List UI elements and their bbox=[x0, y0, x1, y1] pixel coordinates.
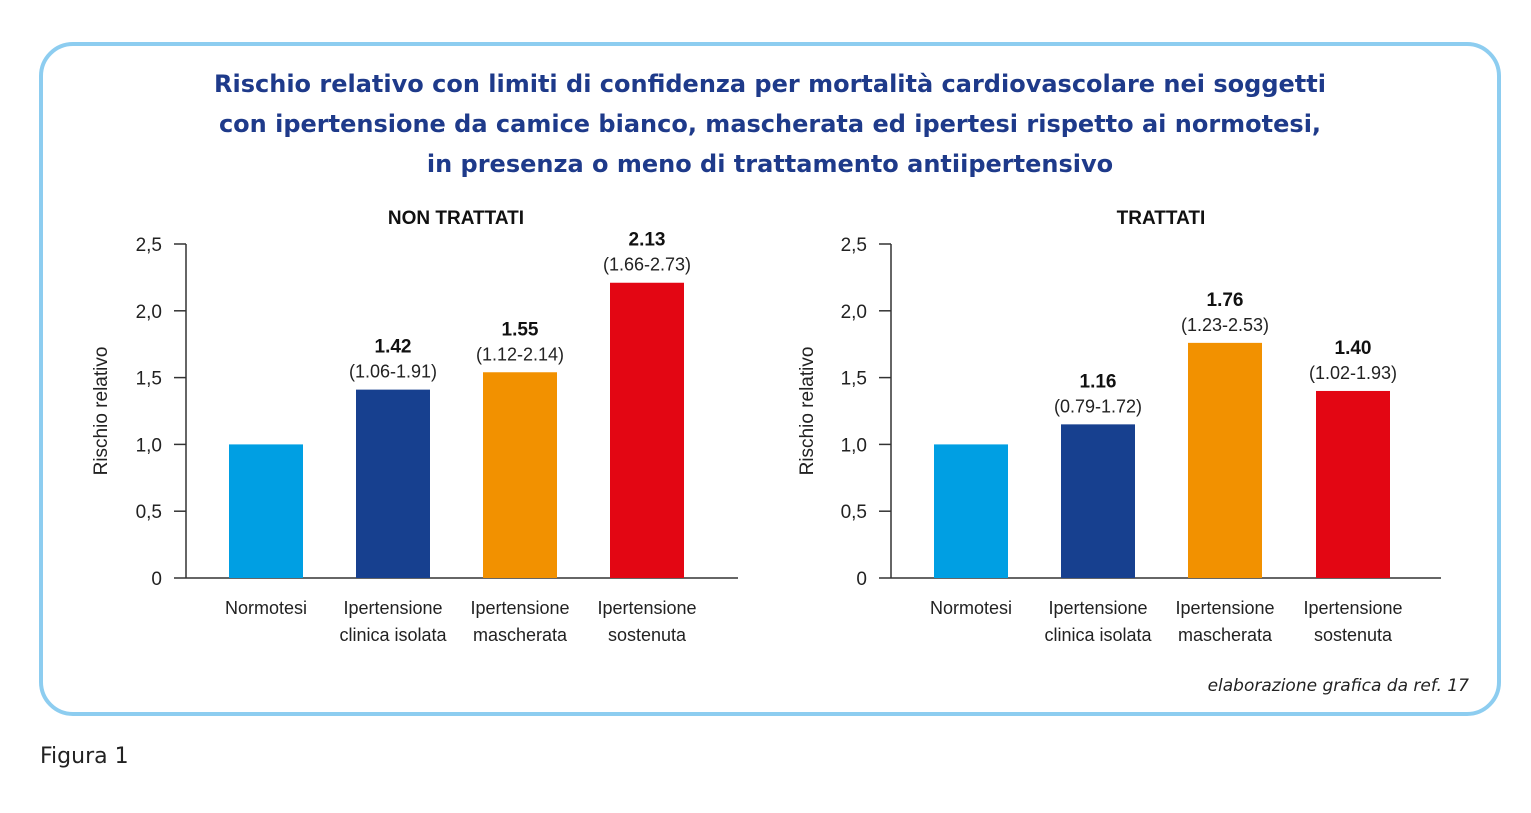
y-axis-label: Rischio relativo bbox=[91, 347, 112, 476]
y-tick-label: 2,0 bbox=[841, 302, 867, 323]
y-axis-label: Rischio relativo bbox=[797, 347, 818, 476]
bar-value-label: 1.16 bbox=[1080, 371, 1117, 392]
y-tick-label: 2,5 bbox=[841, 235, 867, 256]
x-tick-label: Normotesi bbox=[930, 598, 1012, 618]
x-tick-label: Ipertensione bbox=[470, 598, 569, 618]
x-tick-label: sostenuta bbox=[1314, 625, 1393, 645]
x-tick-label: mascherata bbox=[1178, 625, 1273, 645]
x-tick-label: clinica isolata bbox=[339, 625, 447, 645]
bar-value-label: 1.40 bbox=[1335, 338, 1372, 359]
bar bbox=[229, 444, 303, 578]
chart-title: TRATTATI bbox=[1117, 208, 1206, 229]
title-line-3: in presenza o meno di trattamento antiip… bbox=[426, 150, 1114, 178]
figure-title: Rischio relativo con limiti di confidenz… bbox=[39, 64, 1501, 184]
bar-value-label: 1.55 bbox=[502, 319, 539, 340]
y-tick-label: 0,5 bbox=[136, 502, 162, 523]
bar bbox=[1316, 390, 1390, 578]
bar bbox=[610, 282, 684, 578]
x-tick-label: Normotesi bbox=[225, 598, 307, 618]
x-tick-label: sostenuta bbox=[608, 625, 687, 645]
bar-ci-label: (1.23-2.53) bbox=[1181, 315, 1269, 335]
y-tick-label: 1,5 bbox=[136, 369, 162, 390]
x-tick-label: Ipertensione bbox=[343, 598, 442, 618]
x-tick-label: Ipertensione bbox=[1175, 598, 1274, 618]
bar bbox=[1188, 342, 1262, 578]
bar-ci-label: (1.12-2.14) bbox=[476, 344, 564, 364]
bar-ci-label: (1.02-1.93) bbox=[1309, 363, 1397, 383]
x-tick-label: Ipertensione bbox=[1303, 598, 1402, 618]
x-tick-label: Ipertensione bbox=[597, 598, 696, 618]
y-tick-label: 0 bbox=[856, 569, 867, 590]
chart-title: NON TRATTATI bbox=[388, 208, 524, 229]
chart-trattati: TRATTATI Rischio relativo 0 0,5 1,0 1,5 2,0 2,5… bbox=[797, 208, 1441, 645]
y-tick-label: 1,0 bbox=[841, 435, 867, 456]
bar-ci-label: (0.79-1.72) bbox=[1054, 396, 1142, 416]
bar-ci-label: (1.66-2.73) bbox=[603, 255, 691, 275]
source-credit: elaborazione grafica da ref. 17 bbox=[1207, 676, 1469, 696]
figure-label: Figura 1 bbox=[40, 744, 129, 769]
bar-value-label: 1.42 bbox=[375, 337, 412, 358]
bar bbox=[356, 389, 430, 578]
title-line-2: con ipertensione da camice bianco, masch… bbox=[218, 110, 1322, 138]
x-tick-label: clinica isolata bbox=[1044, 625, 1152, 645]
title-line-1: Rischio relativo con limiti di confidenz… bbox=[214, 70, 1326, 98]
bar bbox=[934, 444, 1008, 578]
y-tick-label: 0 bbox=[151, 569, 162, 590]
figure-frame bbox=[39, 42, 1501, 716]
y-tick-label: 1,0 bbox=[136, 435, 162, 456]
x-tick-label: mascherata bbox=[473, 625, 568, 645]
y-tick-label: 2,5 bbox=[136, 235, 162, 256]
y-tick-label: 0,5 bbox=[841, 502, 867, 523]
bar bbox=[483, 372, 557, 578]
bar bbox=[1061, 424, 1135, 578]
x-tick-label: Ipertensione bbox=[1048, 598, 1147, 618]
bar-ci-label: (1.06-1.91) bbox=[349, 362, 437, 382]
y-tick-label: 2,0 bbox=[136, 302, 162, 323]
bar-value-label: 1.76 bbox=[1207, 290, 1244, 311]
bar-value-label: 2.13 bbox=[629, 230, 666, 251]
y-tick-label: 1,5 bbox=[841, 369, 867, 390]
chart-non-trattati: NON TRATTATI Rischio relativo 0 0,5 1,0 1,5 2,… bbox=[91, 208, 738, 645]
